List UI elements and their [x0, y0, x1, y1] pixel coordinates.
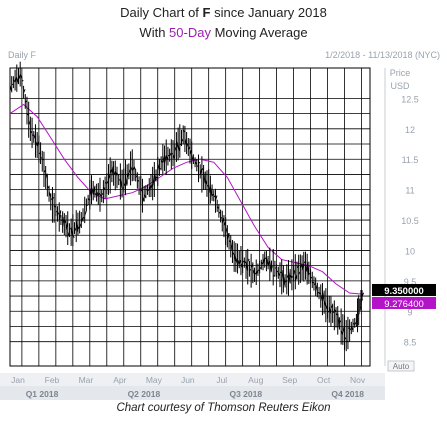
y-axis: 12.5 12 11.5 11 10.5 10 9.5 9 8.5 Price USD Auto [384, 68, 419, 372]
y-tick-label: 9 [407, 307, 412, 317]
last-value-labels: 9.350000 9.276400 [372, 283, 436, 310]
header-left: Daily F [8, 50, 37, 60]
chart-footer: Chart courtesy of Thomson Reuters Eikon [116, 402, 331, 414]
subtitle-suffix: Moving Average [210, 25, 308, 40]
y-tick-label: 11 [405, 186, 414, 196]
x-tick-label: Mar [79, 375, 94, 385]
price-bar-close [198, 161, 201, 164]
y-tick-label: 10 [405, 246, 415, 256]
x-tick-label: Oct [317, 375, 331, 385]
last-price-label: 9.350000 [384, 286, 424, 297]
y-tick-label: 9.5 [404, 277, 417, 287]
price-bar-close [214, 195, 218, 201]
auto-scale-label: Auto [393, 362, 410, 371]
quarter-label: Q3 2018 [229, 389, 262, 399]
ma-value-box [372, 296, 436, 309]
grid [9, 67, 371, 367]
x-axis-band [0, 373, 385, 386]
chart-title: Daily Chart of F since January 2018 [0, 5, 447, 20]
price-bar-close [361, 292, 365, 297]
y-tick-label: 11.5 [402, 155, 419, 165]
price-bar-close [23, 89, 26, 93]
price-bar-close [72, 235, 75, 238]
chart-subtitle: With 50-Day Moving Average [0, 25, 447, 40]
ma-value-label: 9.276400 [384, 299, 424, 310]
last-price-box [372, 283, 436, 296]
x-tick-label: Aug [248, 375, 263, 385]
x-tick-label: Sep [282, 375, 297, 385]
title-ticker: F [202, 5, 211, 20]
quarter-label: Q4 2018 [331, 389, 364, 399]
x-tick-label: Jan [11, 375, 25, 385]
quarter-label: Q2 2018 [128, 389, 161, 399]
moving-average-line [9, 103, 364, 295]
currency-axis-label: USD [390, 81, 410, 91]
x-tick-label: Feb [45, 375, 60, 385]
x-tick-label: Apr [113, 375, 126, 385]
quarter-band [0, 386, 385, 400]
price-bar-close [45, 173, 48, 179]
subtitle-prefix: With [139, 25, 170, 40]
price-bar-close [247, 258, 250, 262]
y-tick-label: 10.5 [401, 216, 419, 226]
auto-scale-box [387, 360, 415, 372]
price-bar-close [19, 74, 23, 79]
price-series [9, 61, 365, 352]
x-tick-label: Jul [216, 375, 227, 385]
y-tick-label: 12 [405, 125, 415, 135]
x-tick-label: Jun [181, 375, 195, 385]
y-tick-label: 8.5 [404, 338, 417, 348]
date-range: 1/2/2018 - 11/13/2018 (NYC) [325, 50, 440, 60]
price-bar-close [58, 210, 62, 221]
price-bar-close [84, 211, 87, 216]
price-bar-close [358, 312, 361, 314]
subtitle-highlight: 50-Day [169, 25, 211, 40]
title-prefix: Daily Chart of [120, 5, 203, 20]
x-tick-label: Nov [350, 375, 366, 385]
y-tick-label: 12.5 [401, 94, 419, 104]
moving-average-series [9, 103, 364, 295]
x-tick-label: May [146, 375, 163, 385]
quarter-label: Q1 2018 [26, 389, 59, 399]
x-axis: Jan Feb Mar Apr May Jun Jul Aug Sep Oct Nov Q1 2018… [0, 373, 385, 400]
price-bar-close [133, 166, 136, 170]
price-axis-label: Price [390, 68, 411, 78]
plot-frame [9, 67, 371, 367]
title-suffix: since January 2018 [210, 5, 327, 20]
price-bar-close [172, 154, 175, 159]
